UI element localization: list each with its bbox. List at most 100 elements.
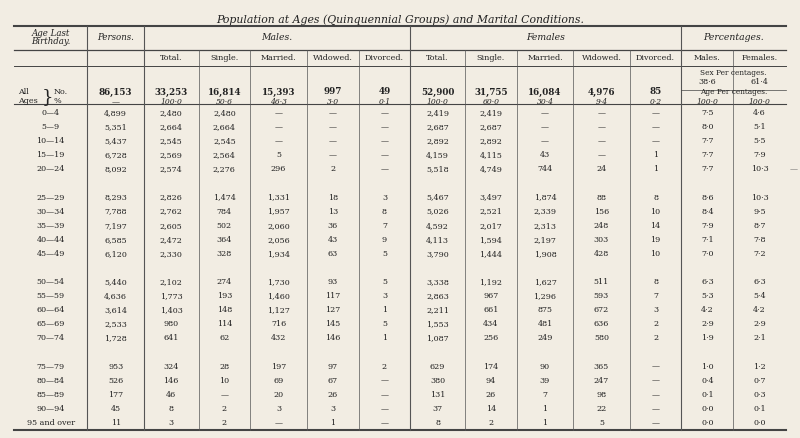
Text: 13: 13	[327, 208, 338, 215]
Text: 3: 3	[169, 419, 174, 427]
Text: 26: 26	[486, 391, 496, 399]
Text: 296: 296	[271, 166, 286, 173]
Text: —: —	[381, 151, 389, 159]
Text: 432: 432	[271, 335, 286, 343]
Text: 62: 62	[219, 335, 230, 343]
Text: 0·2: 0·2	[650, 98, 662, 106]
Text: 0·3: 0·3	[754, 391, 766, 399]
Text: 2,826: 2,826	[160, 194, 182, 201]
Text: 11: 11	[110, 419, 121, 427]
Text: Sex Per centages.: Sex Per centages.	[701, 69, 767, 77]
Text: 67: 67	[328, 377, 338, 385]
Text: 55—59: 55—59	[37, 292, 65, 300]
Text: 364: 364	[217, 236, 232, 244]
Text: 0·7: 0·7	[754, 377, 766, 385]
Text: 39: 39	[540, 377, 550, 385]
Text: 146: 146	[325, 335, 340, 343]
Text: 1,331: 1,331	[267, 194, 290, 201]
Text: 1: 1	[542, 419, 547, 427]
Text: 953: 953	[108, 363, 123, 371]
Text: 88: 88	[597, 194, 606, 201]
Text: 22: 22	[596, 405, 606, 413]
Text: 3: 3	[382, 292, 387, 300]
Text: 580: 580	[594, 335, 609, 343]
Text: 7: 7	[653, 292, 658, 300]
Text: 7·7: 7·7	[701, 151, 714, 159]
Text: 2·9: 2·9	[701, 320, 714, 328]
Text: —: —	[329, 109, 337, 117]
Text: 90—94: 90—94	[37, 405, 65, 413]
Text: —: —	[652, 109, 660, 117]
Text: 7·9: 7·9	[754, 151, 766, 159]
Text: 2: 2	[330, 166, 335, 173]
Text: Birthday.: Birthday.	[31, 38, 70, 46]
Text: 2,102: 2,102	[160, 278, 182, 286]
Text: 70—74: 70—74	[37, 335, 65, 343]
Text: 1: 1	[653, 166, 658, 173]
Text: 65—69: 65—69	[37, 320, 65, 328]
Text: 5,467: 5,467	[426, 194, 449, 201]
Text: 46: 46	[166, 391, 176, 399]
Text: 1,594: 1,594	[479, 236, 502, 244]
Text: 4,159: 4,159	[426, 151, 449, 159]
Text: %: %	[54, 97, 62, 105]
Text: 0·1: 0·1	[754, 405, 766, 413]
Text: Ages: Ages	[18, 97, 38, 105]
Text: 967: 967	[483, 292, 498, 300]
Text: 2,762: 2,762	[160, 208, 182, 215]
Text: 2,480: 2,480	[160, 109, 182, 117]
Text: Single.: Single.	[210, 54, 238, 62]
Text: —: —	[381, 377, 389, 385]
Text: 197: 197	[271, 363, 286, 371]
Text: 6,120: 6,120	[104, 250, 127, 258]
Text: 1: 1	[330, 419, 335, 427]
Text: }: }	[42, 88, 54, 106]
Text: 5: 5	[382, 278, 387, 286]
Text: 2,664: 2,664	[213, 123, 236, 131]
Text: 4,115: 4,115	[479, 151, 502, 159]
Text: 16,084: 16,084	[528, 88, 562, 96]
Text: 274: 274	[217, 278, 232, 286]
Text: 380: 380	[430, 377, 446, 385]
Text: 2,564: 2,564	[213, 151, 236, 159]
Text: 20: 20	[274, 391, 284, 399]
Text: 1,403: 1,403	[160, 306, 182, 314]
Text: 1,773: 1,773	[160, 292, 182, 300]
Text: 744: 744	[538, 166, 553, 173]
Text: 1: 1	[542, 405, 547, 413]
Text: 2,569: 2,569	[160, 151, 182, 159]
Text: 15,393: 15,393	[262, 88, 295, 96]
Text: 1,127: 1,127	[267, 306, 290, 314]
Text: 1: 1	[382, 335, 387, 343]
Text: 716: 716	[271, 320, 286, 328]
Text: —: —	[652, 405, 660, 413]
Text: 174: 174	[483, 363, 498, 371]
Text: 60—64: 60—64	[37, 306, 65, 314]
Text: 5·5: 5·5	[754, 137, 766, 145]
Text: —: —	[329, 137, 337, 145]
Text: 3,790: 3,790	[426, 250, 449, 258]
Text: 46·3: 46·3	[270, 98, 287, 106]
Text: 45: 45	[110, 405, 121, 413]
Text: Females: Females	[526, 33, 566, 42]
Text: 1,934: 1,934	[267, 250, 290, 258]
Text: 8: 8	[382, 208, 387, 215]
Text: —: —	[381, 137, 389, 145]
Text: Age Per centages.: Age Per centages.	[700, 88, 767, 96]
Text: 127: 127	[325, 306, 340, 314]
Text: —: —	[274, 419, 282, 427]
Text: 10: 10	[219, 377, 230, 385]
Text: 30—34: 30—34	[37, 208, 65, 215]
Text: 1,627: 1,627	[534, 278, 557, 286]
Text: 5·4: 5·4	[754, 292, 766, 300]
Text: 428: 428	[594, 250, 609, 258]
Text: 2,687: 2,687	[426, 123, 449, 131]
Text: 9·5: 9·5	[754, 208, 766, 215]
Text: 49: 49	[378, 88, 390, 96]
Text: 10: 10	[650, 208, 661, 215]
Text: 4,749: 4,749	[479, 166, 502, 173]
Text: 2,533: 2,533	[104, 320, 127, 328]
Text: 10: 10	[650, 250, 661, 258]
Text: 4,976: 4,976	[588, 88, 615, 96]
Text: Age Last: Age Last	[31, 29, 70, 39]
